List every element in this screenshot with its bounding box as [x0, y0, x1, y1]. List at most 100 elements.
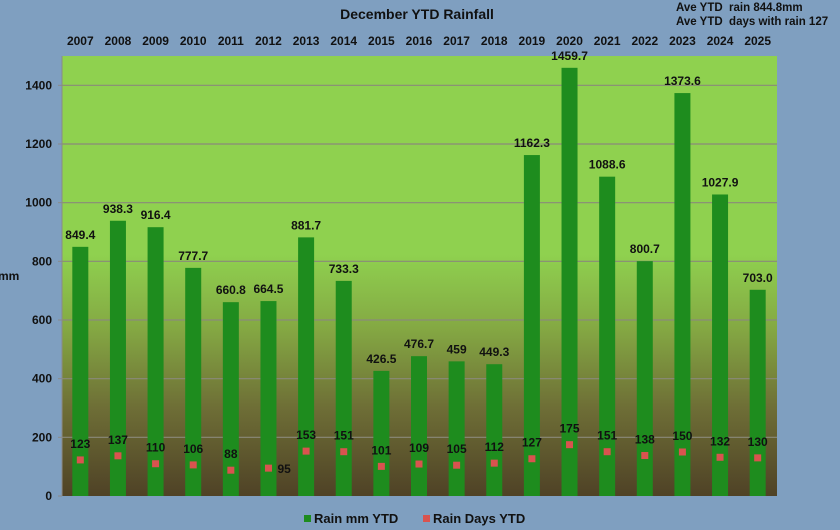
rain-mm-value-label: 800.7: [630, 242, 660, 256]
rain-days-marker: [490, 459, 498, 467]
chart-title: December YTD Rainfall: [340, 6, 494, 22]
x-tick-label: 2015: [368, 34, 395, 48]
y-tick-label: 400: [32, 372, 52, 386]
x-tick-label: 2020: [556, 34, 583, 48]
rain-days-marker: [415, 460, 423, 468]
rain-days-marker: [302, 447, 310, 455]
y-tick-label: 0: [45, 489, 52, 503]
rain-days-value-label: 109: [409, 441, 429, 455]
rain-days-marker: [754, 454, 762, 462]
x-tick-label: 2009: [142, 34, 169, 48]
rain-days-value-label: 106: [183, 442, 203, 456]
y-axis: 0 200 400 600 800 1000 1200 1400: [25, 56, 63, 503]
x-tick-label: 2012: [255, 34, 282, 48]
rain-days-marker: [566, 441, 574, 449]
rain-mm-bar: [486, 364, 503, 496]
rain-mm-value-label: 703.0: [743, 271, 773, 285]
rain-days-marker: [114, 452, 122, 460]
rain-mm-bars: [72, 67, 766, 497]
rain-days-value-label: 110: [146, 441, 166, 455]
x-tick-label: 2014: [330, 34, 357, 48]
legend-swatch-rain-days: [423, 515, 430, 522]
rain-days-marker: [152, 460, 160, 468]
rain-days-marker: [377, 462, 385, 470]
y-axis-label: mm: [0, 269, 19, 283]
rain-mm-value-label: 777.7: [178, 249, 208, 263]
rain-days-marker: [264, 464, 272, 472]
rain-mm-bar: [147, 227, 164, 496]
rain-mm-bar: [335, 280, 352, 496]
rain-days-marker: [603, 448, 611, 456]
y-tick-label: 1400: [25, 78, 52, 92]
x-tick-label: 2017: [443, 34, 470, 48]
rain-days-marker: [189, 461, 197, 469]
legend: Rain mm YTD Rain Days YTD: [304, 511, 525, 526]
y-tick-label: 1000: [25, 196, 52, 210]
x-tick-label: 2016: [406, 34, 433, 48]
rain-mm-value-label: 459: [447, 342, 467, 356]
rain-days-marker: [641, 452, 649, 460]
rain-days-marker: [528, 455, 536, 463]
legend-swatch-rain-mm: [304, 515, 311, 522]
rain-days-value-label: 123: [70, 437, 90, 451]
x-tick-label: 2023: [669, 34, 696, 48]
x-tick-label: 2024: [707, 34, 734, 48]
x-tick-label: 2022: [631, 34, 658, 48]
x-tick-label: 2018: [481, 34, 508, 48]
x-tick-label: 2010: [180, 34, 207, 48]
rain-days-marker: [678, 448, 686, 456]
rain-mm-bar: [448, 361, 465, 496]
y-tick-label: 1200: [25, 137, 52, 151]
rain-mm-value-label: 938.3: [103, 202, 133, 216]
rain-days-value-label: 137: [108, 433, 128, 447]
rain-days-marker: [76, 456, 84, 464]
average-days-annotation: Ave YTD days with rain 127: [676, 16, 828, 28]
rain-mm-bar: [109, 220, 126, 497]
rain-mm-bar: [222, 302, 239, 496]
rain-mm-value-label: 1027.9: [702, 175, 739, 189]
rain-mm-bar: [411, 356, 427, 496]
x-tick-label: 2008: [105, 34, 132, 48]
rain-mm-value-label: 476.7: [404, 337, 434, 351]
x-tick-label: 2011: [218, 34, 244, 48]
x-tick-label: 2019: [519, 34, 546, 48]
rain-days-marker: [227, 466, 235, 474]
rain-days-markers: [76, 441, 762, 474]
rain-days-labels: 123 137 110 106 88 95 153 151 101 109 105 112 127 175…: [70, 422, 768, 476]
average-rain-annotation: Ave YTD rain 844.8mm: [676, 2, 803, 14]
y-tick-label: 800: [32, 254, 52, 268]
rain-days-value-label: 132: [710, 434, 730, 448]
rain-mm-bar: [72, 246, 89, 496]
rain-mm-bar: [636, 261, 653, 496]
rain-mm-bar: [561, 67, 578, 496]
rain-mm-value-label: 1459.7: [551, 49, 588, 63]
rain-mm-value-label: 660.8: [216, 283, 246, 297]
x-axis: 2007 2008 2009 2010 2011 2012 2013 2014 2015 2016…: [67, 34, 771, 48]
y-tick-label: 200: [32, 430, 52, 444]
rain-mm-bar: [712, 194, 729, 496]
rain-mm-value-label: 733.3: [329, 262, 359, 276]
rain-mm-bar: [260, 301, 277, 496]
rain-days-value-label: 153: [296, 428, 316, 442]
rain-days-value-label: 95: [277, 462, 291, 476]
rain-mm-labels: 849.4 938.3 916.4 777.7 660.8 664.5 881.7 733.3…: [65, 49, 773, 366]
rain-days-value-label: 150: [672, 429, 692, 443]
rain-mm-bar: [523, 155, 540, 497]
rain-mm-value-label: 1373.6: [664, 74, 701, 88]
rain-mm-value-label: 426.5: [366, 352, 396, 366]
rain-mm-bar: [749, 289, 766, 496]
rain-days-value-label: 127: [522, 436, 542, 450]
rain-mm-value-label: 664.5: [253, 282, 283, 296]
rain-mm-bar: [185, 267, 202, 496]
rain-days-marker: [716, 453, 724, 461]
rain-mm-value-label: 916.4: [141, 208, 171, 222]
rain-days-value-label: 105: [447, 442, 467, 456]
rain-days-value-label: 138: [635, 433, 655, 447]
legend-label-rain-mm: Rain mm YTD: [314, 511, 398, 526]
rain-days-value-label: 130: [748, 435, 768, 449]
rain-days-value-label: 151: [334, 429, 354, 443]
rain-mm-value-label: 1162.3: [514, 136, 550, 150]
rain-days-value-label: 101: [371, 443, 391, 457]
rain-mm-bar: [298, 237, 315, 497]
